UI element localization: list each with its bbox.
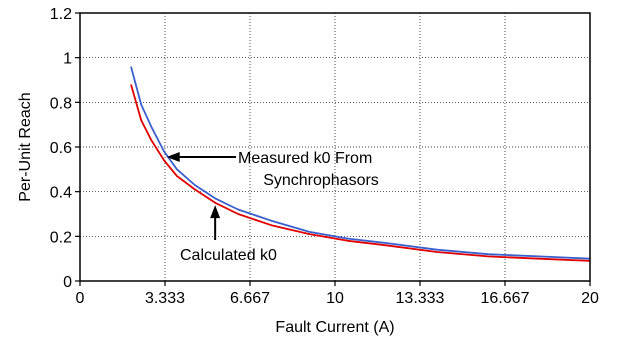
annotation-measured-k0-line2: Synchrophasors xyxy=(263,172,379,189)
y-tick-labels: 0 0.2 0.4 0.6 0.8 1 1.2 xyxy=(50,6,72,291)
x-tick-labels: 0 3.333 6.667 10 13.333 16.667 20 xyxy=(76,290,599,307)
y-tick-label: 1.2 xyxy=(50,6,72,23)
series-line-calculated xyxy=(130,84,591,262)
annotation-calculated-k0: Calculated k0 xyxy=(180,205,277,264)
y-tick-label: 0 xyxy=(63,274,72,291)
annotation-measured-k0-arrowhead xyxy=(166,152,180,163)
y-tick-label: 1 xyxy=(63,51,72,68)
annotation-calculated-k0-text: Calculated k0 xyxy=(180,247,277,264)
x-axis-label: Fault Current (A) xyxy=(275,319,394,336)
y-tick-label: 0.6 xyxy=(50,140,72,157)
x-tick-label: 6.667 xyxy=(230,290,270,307)
annotation-calculated-k0-arrowhead xyxy=(210,205,221,219)
series-line-measured xyxy=(130,66,591,260)
x-tick-label: 3.333 xyxy=(145,290,185,307)
y-tick-label: 0.4 xyxy=(50,185,72,202)
y-axis-label: Per-Unit Reach xyxy=(17,92,34,201)
annotation-measured-k0: Measured k0 From Synchrophasors xyxy=(166,150,379,189)
series-group xyxy=(130,66,591,262)
y-tick-label: 0.2 xyxy=(50,229,72,246)
x-tick-label: 13.333 xyxy=(396,290,445,307)
x-tick-label: 10 xyxy=(326,290,344,307)
y-tick-label: 0.8 xyxy=(50,95,72,112)
x-tick-label: 16.667 xyxy=(481,290,530,307)
x-tick-label: 0 xyxy=(76,290,85,307)
x-tick-label: 20 xyxy=(581,290,599,307)
tick-marks xyxy=(75,12,591,286)
annotation-measured-k0-line1: Measured k0 From xyxy=(238,150,372,167)
